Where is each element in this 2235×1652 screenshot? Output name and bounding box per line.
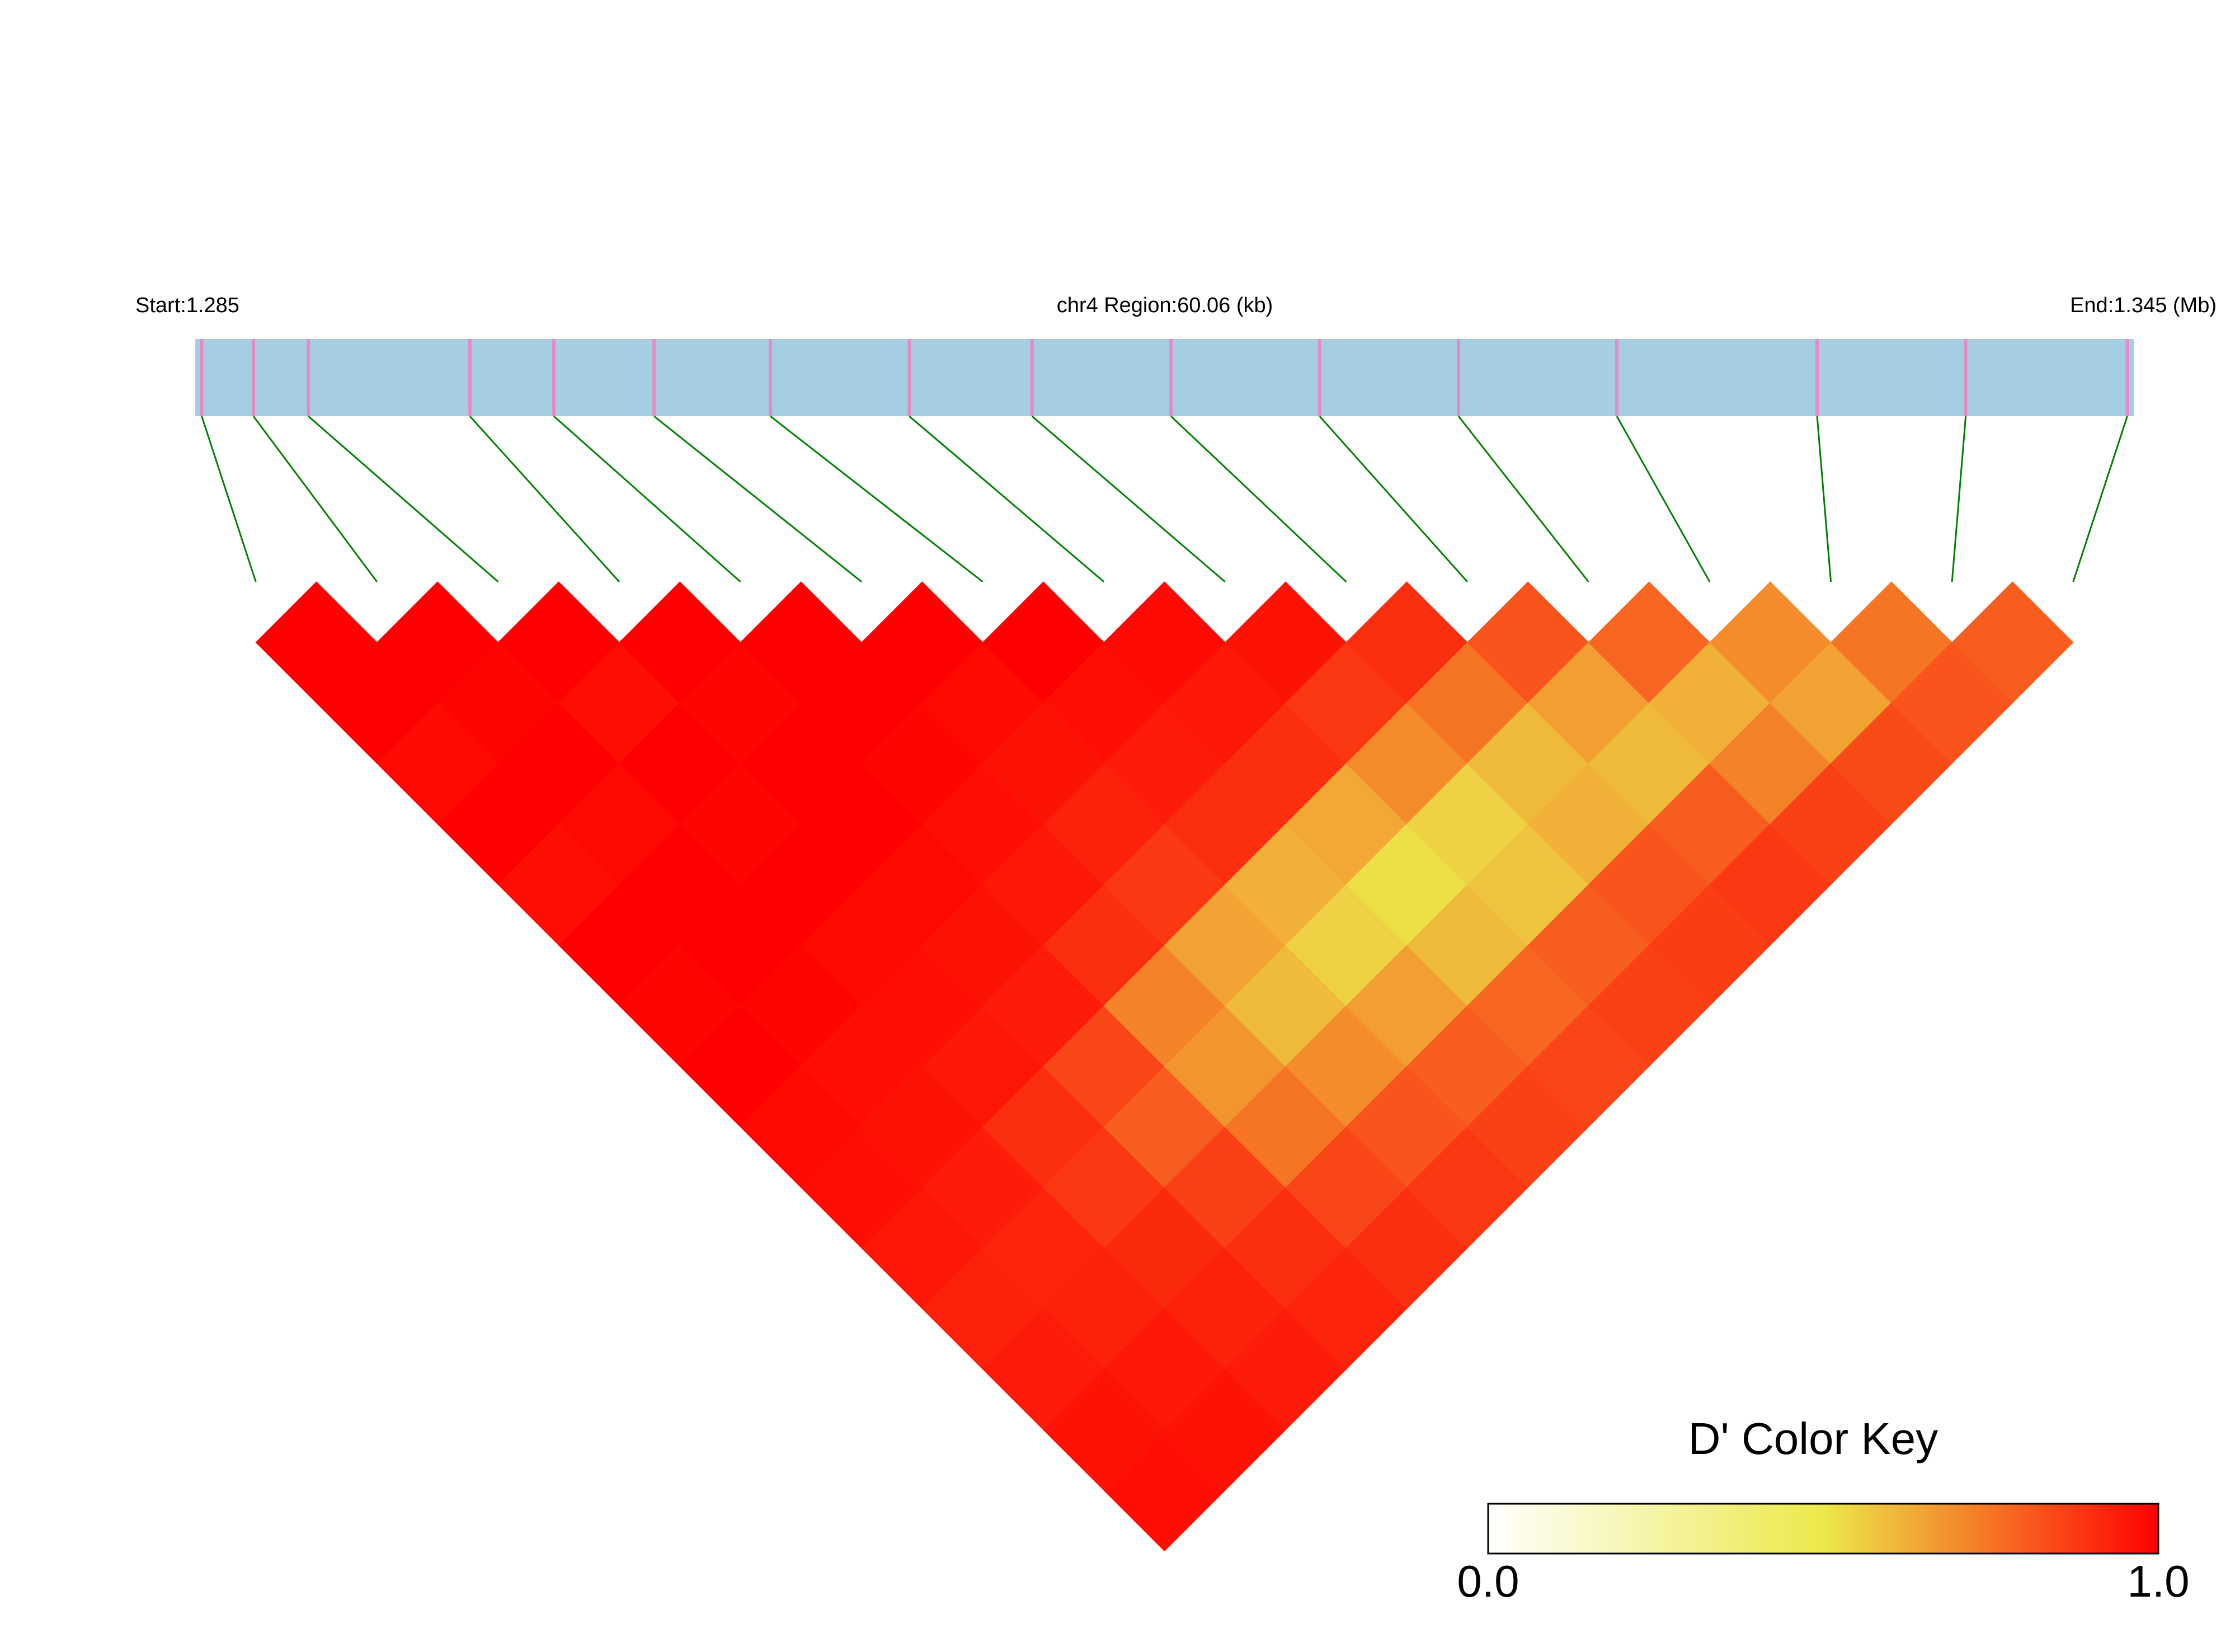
snp-stripe [200, 339, 204, 416]
snp-stripe [1457, 339, 1461, 416]
start-label: Start:1.285 [135, 294, 239, 317]
snp-stripe [2125, 339, 2129, 416]
snp-link [1616, 416, 1711, 582]
snp-stripe [907, 339, 911, 416]
colorkey-tick-label: 1.0 [2127, 1556, 2189, 1606]
snp-stripe [1964, 339, 1968, 416]
snp-stripe [468, 339, 472, 416]
snp-link [201, 416, 257, 582]
snp-stripe [1615, 339, 1618, 416]
colorkey-title: D' Color Key [1688, 1414, 1938, 1463]
snp-link [308, 415, 499, 583]
snp-link [1170, 415, 1347, 583]
snp-link [2072, 416, 2128, 582]
snp-link [1951, 416, 1967, 582]
snp-stripe [251, 339, 255, 416]
snp-stripe [652, 339, 656, 416]
snp-link [1031, 415, 1226, 583]
colorkey-tick-label: 0.0 [1457, 1556, 1519, 1606]
snp-link [770, 415, 984, 583]
snp-link [252, 416, 378, 582]
end-label: End:1.345 (Mb) [2070, 294, 2217, 317]
snp-link [653, 415, 863, 583]
genome-bar [195, 339, 2134, 416]
snp-stripe [1815, 339, 1819, 416]
snp-stripe [768, 339, 772, 416]
snp-link [1319, 416, 1469, 582]
snp-link [469, 415, 620, 583]
snp-stripe [307, 339, 310, 416]
chart-title: chr4 Region:60.06 (kb) [1057, 294, 1273, 317]
snp-stripe [1318, 339, 1321, 416]
snp-stripe [1030, 339, 1034, 416]
ld-cell [1951, 581, 2074, 704]
snp-link [909, 415, 1105, 583]
colorkey-bar [1487, 1503, 2159, 1555]
snp-link [553, 415, 741, 583]
snp-stripe [552, 339, 556, 416]
snp-link [1457, 416, 1589, 582]
snp-link [1816, 416, 1832, 582]
snp-stripe [1169, 339, 1173, 416]
